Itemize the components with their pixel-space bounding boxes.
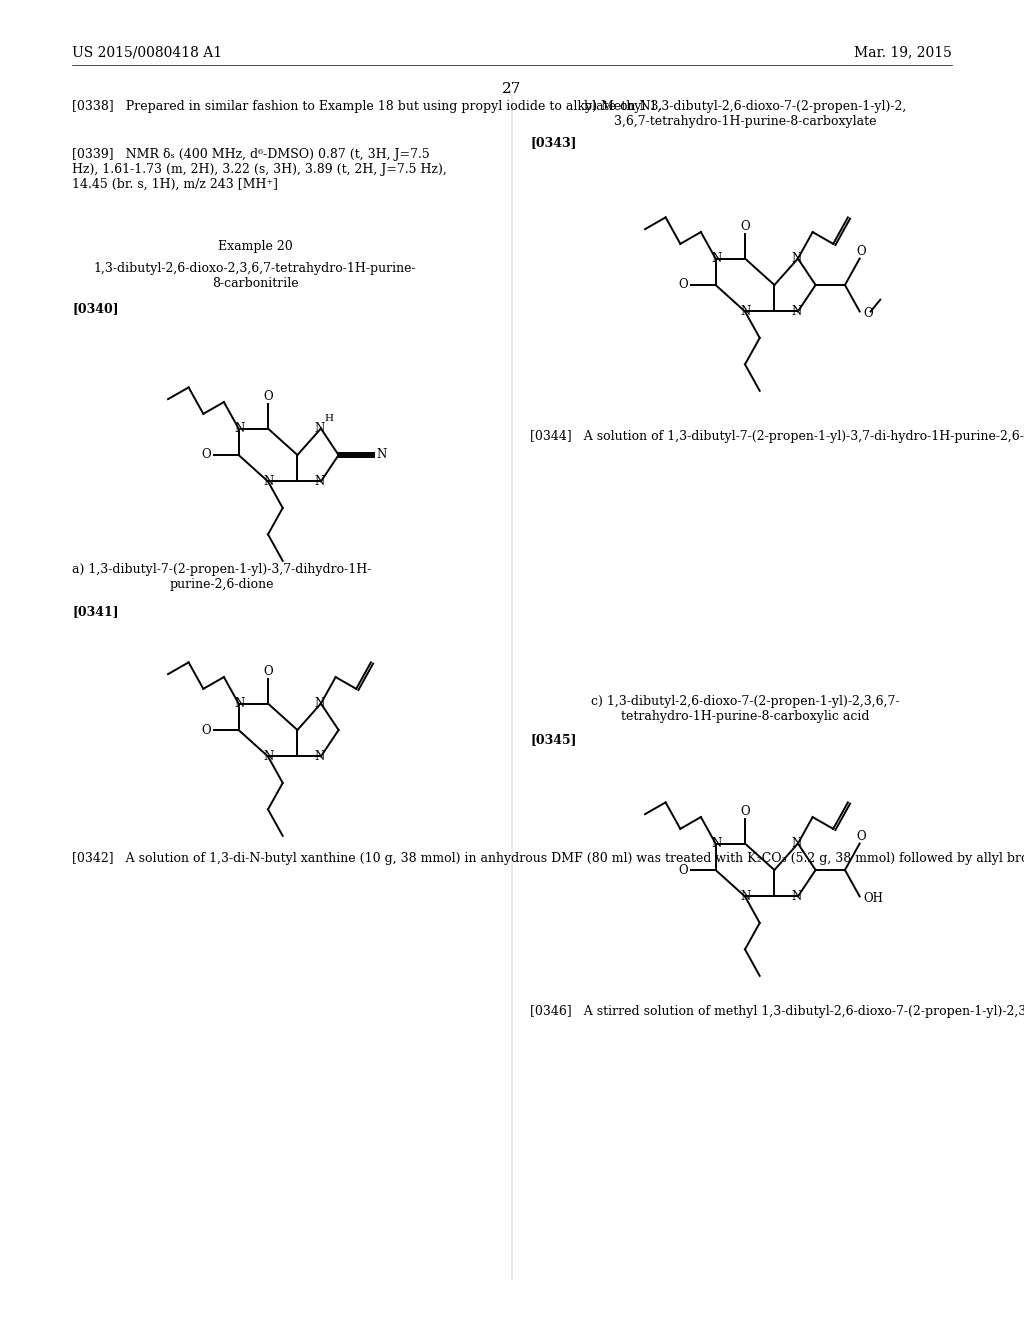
Text: Example 20: Example 20 bbox=[218, 240, 293, 253]
Text: N: N bbox=[314, 422, 325, 436]
Text: [0338]   Prepared in similar fashion to Example 18 but using propyl iodide to al: [0338] Prepared in similar fashion to Ex… bbox=[72, 100, 663, 114]
Text: O: O bbox=[740, 805, 750, 818]
Text: O: O bbox=[857, 830, 866, 843]
Text: O: O bbox=[679, 279, 688, 292]
Text: [0345]: [0345] bbox=[530, 733, 577, 746]
Text: [0346]   A stirred solution of methyl 1,3-dibutyl-2,6-dioxo-7-(2-propen-1-yl)-2,: [0346] A stirred solution of methyl 1,3-… bbox=[530, 1005, 1024, 1018]
Text: [0342]   A solution of 1,3-di-N-butyl xanthine (10 g, 38 mmol) in anhydrous DMF : [0342] A solution of 1,3-di-N-butyl xant… bbox=[72, 851, 1024, 865]
Text: [0339]   NMR δₛ (400 MHz, d⁶-DMSO) 0.87 (t, 3H, J=7.5
Hz), 1.61-1.73 (m, 2H), 3.: [0339] NMR δₛ (400 MHz, d⁶-DMSO) 0.87 (t… bbox=[72, 148, 446, 191]
Text: O: O bbox=[263, 389, 272, 403]
Text: b) Methyl 1,3-dibutyl-2,6-dioxo-7-(2-propen-1-yl)-2,
3,6,7-tetrahydro-1H-purine-: b) Methyl 1,3-dibutyl-2,6-dioxo-7-(2-pro… bbox=[584, 100, 906, 128]
Text: 27: 27 bbox=[503, 82, 521, 96]
Text: N: N bbox=[792, 305, 802, 318]
Text: N: N bbox=[264, 750, 274, 763]
Text: O: O bbox=[679, 863, 688, 876]
Text: O: O bbox=[857, 246, 866, 257]
Text: N: N bbox=[741, 890, 752, 903]
Text: [0341]: [0341] bbox=[72, 605, 119, 618]
Text: [0340]: [0340] bbox=[72, 302, 119, 315]
Text: O: O bbox=[202, 723, 211, 737]
Text: N: N bbox=[314, 475, 325, 488]
Text: Mar. 19, 2015: Mar. 19, 2015 bbox=[854, 45, 952, 59]
Text: N: N bbox=[741, 305, 752, 318]
Text: N: N bbox=[264, 475, 274, 488]
Text: N: N bbox=[792, 890, 802, 903]
Text: O: O bbox=[202, 449, 211, 462]
Text: OH: OH bbox=[863, 892, 884, 906]
Text: [0344]   A solution of 1,3-dibutyl-7-(2-propen-1-yl)-3,7-di-hydro-1H-purine-2,6-: [0344] A solution of 1,3-dibutyl-7-(2-pr… bbox=[530, 430, 1024, 444]
Text: N: N bbox=[234, 422, 245, 436]
Text: O: O bbox=[263, 665, 272, 678]
Text: N: N bbox=[314, 750, 325, 763]
Text: N: N bbox=[792, 837, 802, 850]
Text: N: N bbox=[314, 697, 325, 710]
Text: US 2015/0080418 A1: US 2015/0080418 A1 bbox=[72, 45, 222, 59]
Text: N: N bbox=[792, 252, 802, 265]
Text: c) 1,3-dibutyl-2,6-dioxo-7-(2-propen-1-yl)-2,3,6,7-
tetrahydro-1H-purine-8-carbo: c) 1,3-dibutyl-2,6-dioxo-7-(2-propen-1-y… bbox=[591, 696, 899, 723]
Text: N: N bbox=[712, 837, 722, 850]
Text: N: N bbox=[377, 449, 387, 462]
Text: N: N bbox=[234, 697, 245, 710]
Text: N: N bbox=[712, 252, 722, 265]
Text: a) 1,3-dibutyl-7-(2-propen-1-yl)-3,7-dihydro-1H-
purine-2,6-dione: a) 1,3-dibutyl-7-(2-propen-1-yl)-3,7-dih… bbox=[72, 564, 372, 591]
Text: H: H bbox=[325, 414, 334, 422]
Text: 1,3-dibutyl-2,6-dioxo-2,3,6,7-tetrahydro-1H-purine-
8-carbonitrile: 1,3-dibutyl-2,6-dioxo-2,3,6,7-tetrahydro… bbox=[93, 261, 417, 290]
Text: [0343]: [0343] bbox=[530, 136, 577, 149]
Text: O: O bbox=[740, 220, 750, 234]
Text: O: O bbox=[863, 308, 873, 319]
